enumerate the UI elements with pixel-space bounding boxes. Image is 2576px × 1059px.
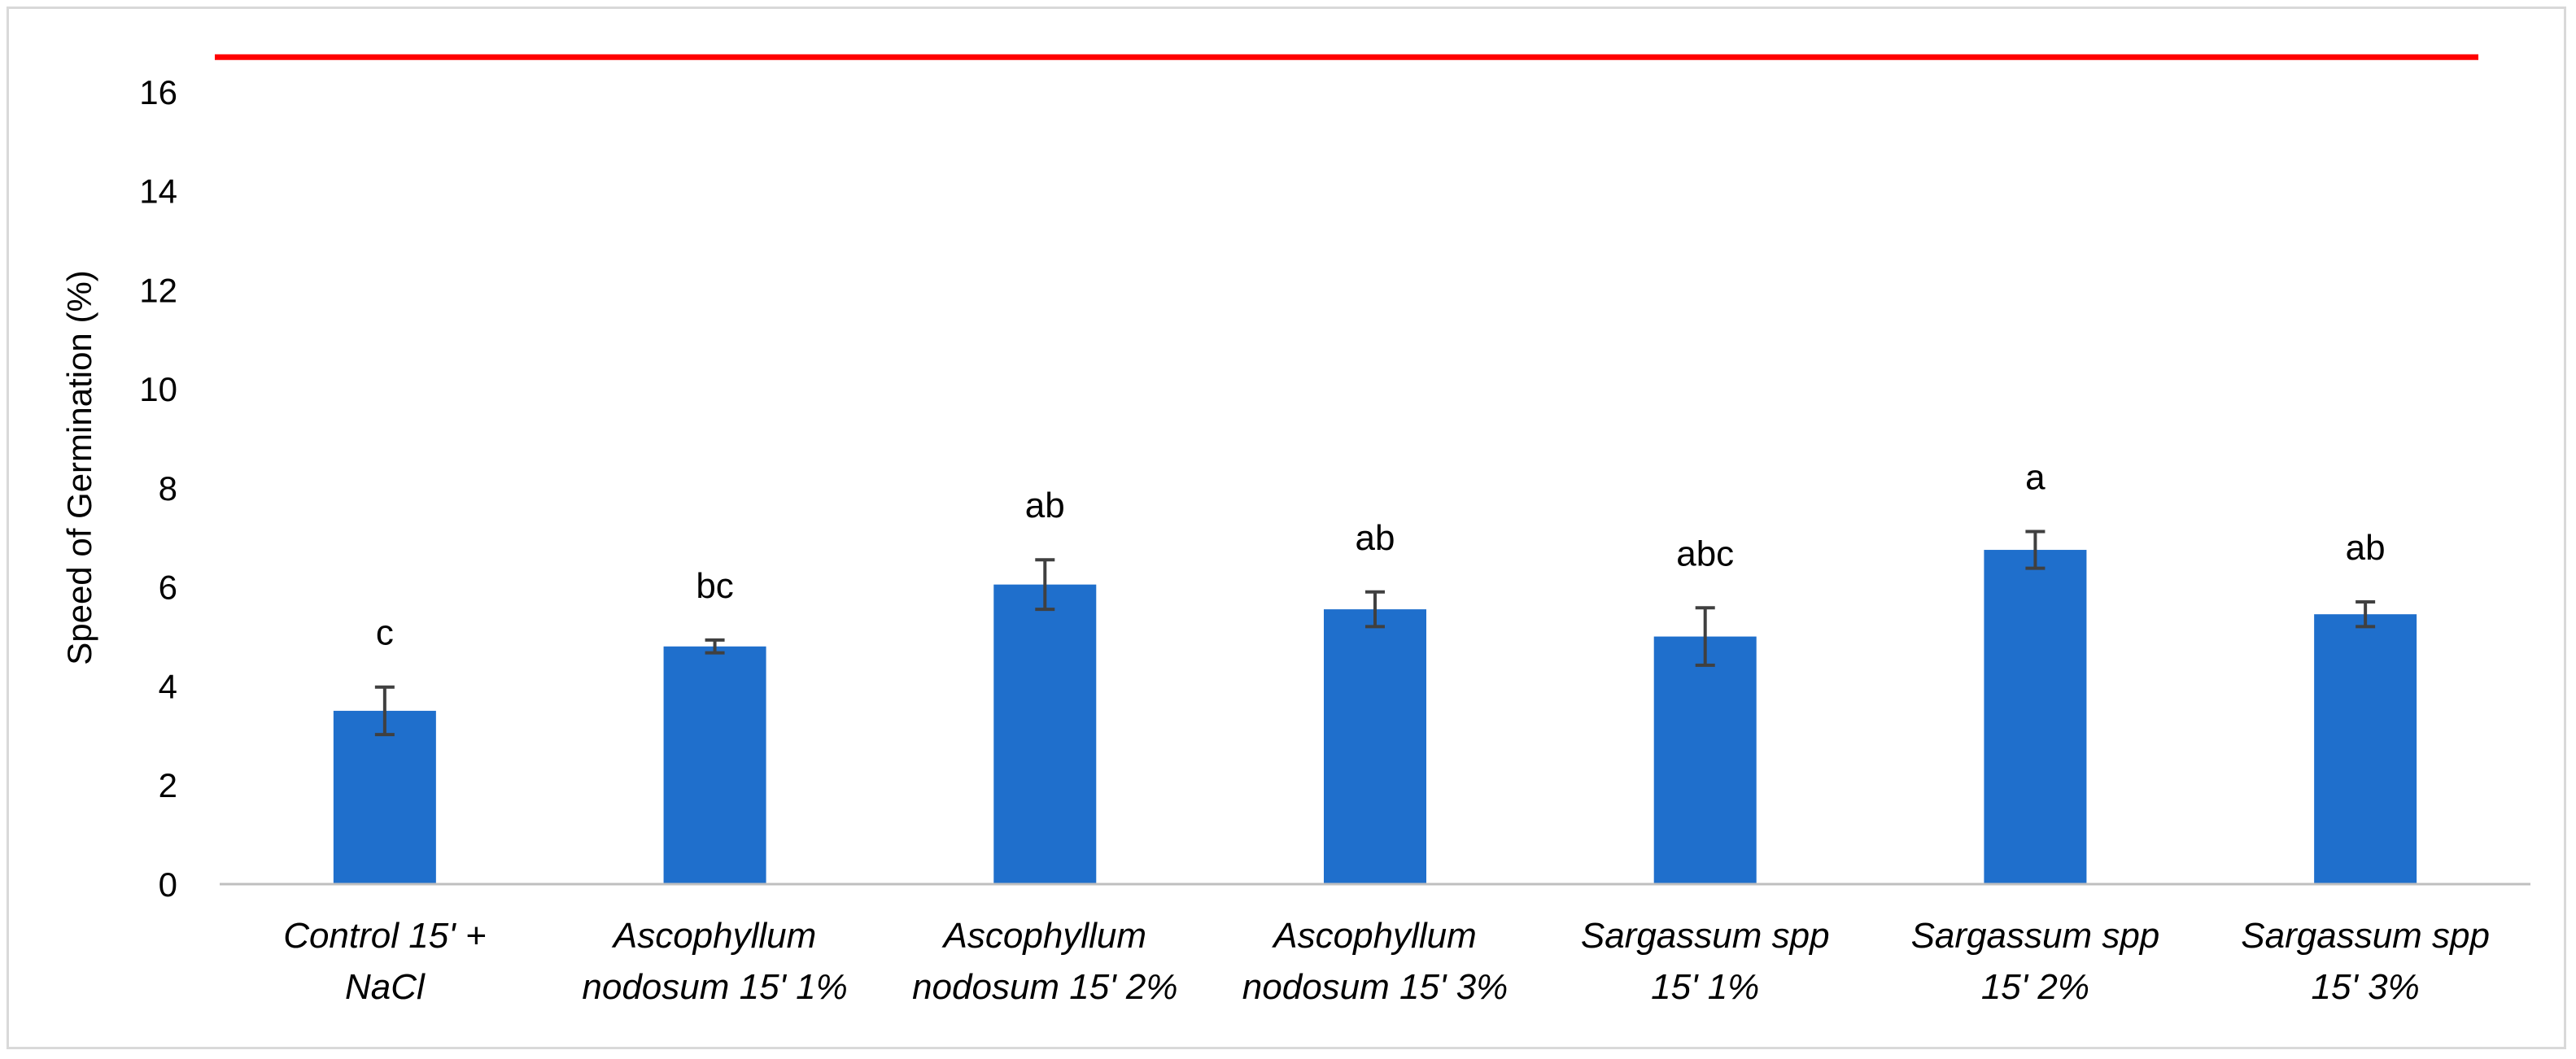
bars <box>333 550 2417 884</box>
y-tick-label: 8 <box>159 469 177 508</box>
significance-label: ab <box>1356 518 1395 558</box>
y-axis-title: Speed of Germination (%) <box>60 270 98 665</box>
bar <box>1984 550 2087 884</box>
x-tick-label: 15' 1% <box>1651 967 1759 1007</box>
y-tick-label: 10 <box>139 370 177 408</box>
bar <box>663 646 766 884</box>
y-axis-ticks: 0 2 4 6 8 10 12 14 16 <box>139 73 177 904</box>
bar <box>993 584 1097 884</box>
x-tick-label: Sargassum spp <box>1911 916 2160 956</box>
y-tick-label: 14 <box>139 172 177 211</box>
significance-label: ab <box>1025 486 1065 525</box>
x-tick-label: 15' 2% <box>1981 967 2089 1007</box>
significance-label: bc <box>696 566 733 606</box>
bar <box>1324 609 1426 884</box>
x-tick-label: Ascophyllum <box>611 916 816 956</box>
x-tick-label: Sargassum spp <box>2241 916 2490 956</box>
bar <box>2314 614 2417 884</box>
x-tick-label: Ascophyllum <box>1271 916 1476 956</box>
y-tick-label: 16 <box>139 73 177 111</box>
x-tick-label: Sargassum spp <box>1581 916 1830 956</box>
x-tick-label: NaCl <box>345 967 426 1007</box>
category-labels: Control 15' + NaCl Ascophyllum nodosum 15' … <box>283 916 2490 1007</box>
y-tick-label: 4 <box>159 667 177 705</box>
significance-label: ab <box>2346 528 2386 568</box>
x-tick-label: nodosum 15' 2% <box>912 967 1177 1007</box>
y-tick-label: 2 <box>159 766 177 804</box>
x-tick-label: 15' 3% <box>2312 967 2420 1007</box>
x-tick-label: nodosum 15' 3% <box>1242 967 1508 1007</box>
significance-labels: c bc ab ab abc a ab <box>376 458 2386 653</box>
significance-label: abc <box>1676 534 1734 573</box>
bar <box>333 710 436 884</box>
x-tick-label: Ascophyllum <box>941 916 1146 956</box>
x-tick-label: Control 15' + <box>283 916 486 956</box>
significance-label: a <box>2025 458 2046 498</box>
y-tick-label: 6 <box>159 569 177 607</box>
error-bars <box>374 530 2376 737</box>
y-tick-label: 12 <box>139 271 177 309</box>
bar <box>1653 636 1757 884</box>
y-tick-label: 0 <box>159 865 177 904</box>
significance-label: c <box>376 613 394 653</box>
y-axis-title-group: Speed of Germination (%) <box>60 270 98 665</box>
x-tick-label: nodosum 15' 1% <box>582 967 847 1007</box>
